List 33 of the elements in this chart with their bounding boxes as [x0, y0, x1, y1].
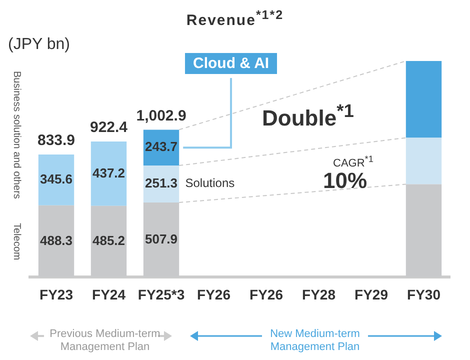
- annotation: 10%: [323, 168, 368, 194]
- total-label: 833.9: [37, 132, 76, 150]
- data-label: 488.3: [40, 232, 73, 248]
- data-label: 437.2: [92, 165, 126, 180]
- bar: [406, 61, 442, 138]
- x-tick-label: FY23: [40, 286, 74, 302]
- x-tick-label: FY26: [197, 286, 231, 302]
- data-label: 345.6: [40, 172, 73, 187]
- annotation: CAGR$^{*1}$: [333, 154, 374, 170]
- x-tick-label: FY29: [354, 286, 388, 302]
- x-tick-label: FY24: [92, 286, 126, 302]
- bar: [38, 154, 74, 206]
- text: Business solution and others: [11, 71, 22, 200]
- text: New Medium-term Management Plan: [269, 328, 361, 354]
- x-tick-label: FY25*3: [138, 286, 185, 302]
- chart-title: Revenue$^{*1*2}$: [185, 8, 285, 29]
- x-tick-label: FY30: [407, 286, 441, 302]
- total-label: 1,002.9: [136, 107, 186, 124]
- series-label: Solutions: [185, 176, 235, 190]
- text: Previous Medium-term Management Plan: [48, 328, 162, 354]
- data-label: 507.9: [144, 231, 178, 246]
- text: Cloud & AI: [185, 53, 278, 74]
- annotation: Double$^{*1}$: [262, 100, 354, 132]
- x-tick-label: FY28: [302, 286, 336, 302]
- data-label: 485.2: [92, 233, 126, 248]
- y-axis-title: (JPY bn): [8, 36, 70, 54]
- data-label: 243.7: [144, 139, 178, 154]
- total-label: 922.4: [90, 119, 128, 136]
- data-label: 251.3: [144, 176, 178, 191]
- text: Telecom: [11, 222, 22, 260]
- x-tick-label: FY26: [250, 286, 284, 302]
- bar: [406, 138, 442, 184]
- bar: [90, 142, 127, 206]
